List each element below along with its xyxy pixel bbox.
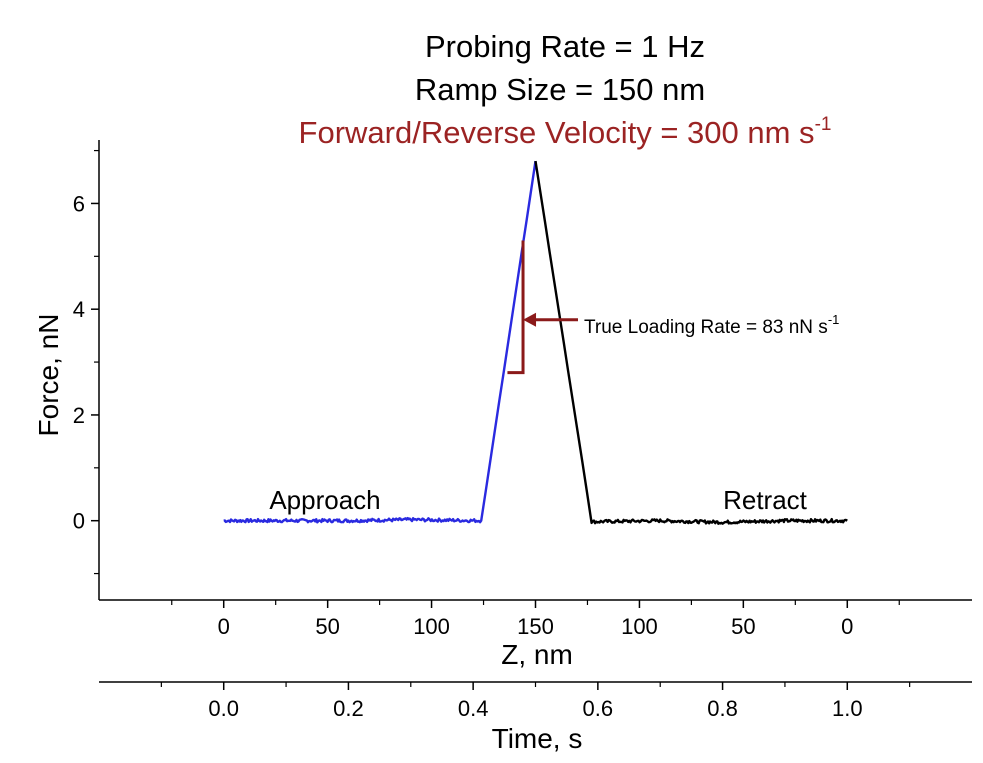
series-label-retract: Retract — [723, 485, 808, 515]
x-bottom-axis-title: Time, s — [492, 723, 583, 754]
x-top-tick-label-3: 150 — [517, 614, 554, 639]
title-line-2: Ramp Size = 150 nm — [415, 72, 705, 107]
x-bottom-tick-label-3: 0.6 — [583, 696, 614, 721]
x-top-axis-title: Z, nm — [501, 639, 573, 670]
loading-rate-annotation: True Loading Rate = 83 nN s-1 — [507, 240, 839, 375]
annotation-text: True Loading Rate = 83 nN s-1 — [584, 312, 839, 338]
x-bottom-tick-label-4: 0.8 — [707, 696, 738, 721]
annotation-superscript: -1 — [828, 312, 840, 327]
x-bottom-ticks: 0.0 0.2 0.4 0.6 0.8 1.0 — [160, 682, 911, 721]
series-line-retract — [534, 160, 848, 525]
y-tick-label-1: 2 — [73, 403, 85, 428]
series-label-approach: Approach — [269, 485, 380, 515]
y-axis-title: Force, nN — [33, 314, 64, 437]
title-line-3-superscript: -1 — [815, 114, 832, 135]
x-top-tick-label-4: 100 — [621, 614, 658, 639]
axes: 0 2 4 6 0 50 100 150 100 50 0 0.0 0.2 0.4 0.6 0.8 1.0 — [73, 140, 972, 721]
x-top-tick-label-2: 100 — [413, 614, 450, 639]
y-ticks: 0 2 4 6 — [73, 149, 99, 575]
x-bottom-tick-label-1: 0.2 — [333, 696, 364, 721]
series-line-approach — [223, 160, 537, 524]
series — [223, 160, 848, 525]
x-bottom-tick-label-2: 0.4 — [458, 696, 489, 721]
x-top-tick-label-1: 50 — [315, 614, 339, 639]
y-tick-label-3: 6 — [73, 191, 85, 216]
x-top-tick-label-0: 0 — [218, 614, 230, 639]
slope-triangle — [507, 240, 525, 375]
annotation-arrow-head — [523, 312, 537, 327]
title-line-3: Forward/Reverse Velocity = 300 nm s-1 — [299, 114, 832, 150]
x-top-tick-label-6: 0 — [841, 614, 853, 639]
y-tick-label-2: 4 — [73, 297, 85, 322]
x-bottom-tick-label-0: 0.0 — [208, 696, 239, 721]
title-line-1: Probing Rate = 1 Hz — [425, 29, 705, 64]
y-tick-label-0: 0 — [73, 509, 85, 534]
x-top-tick-label-5: 50 — [731, 614, 755, 639]
x-bottom-tick-label-5: 1.0 — [832, 696, 863, 721]
x-top-ticks: 0 50 100 150 100 50 0 — [171, 600, 900, 639]
